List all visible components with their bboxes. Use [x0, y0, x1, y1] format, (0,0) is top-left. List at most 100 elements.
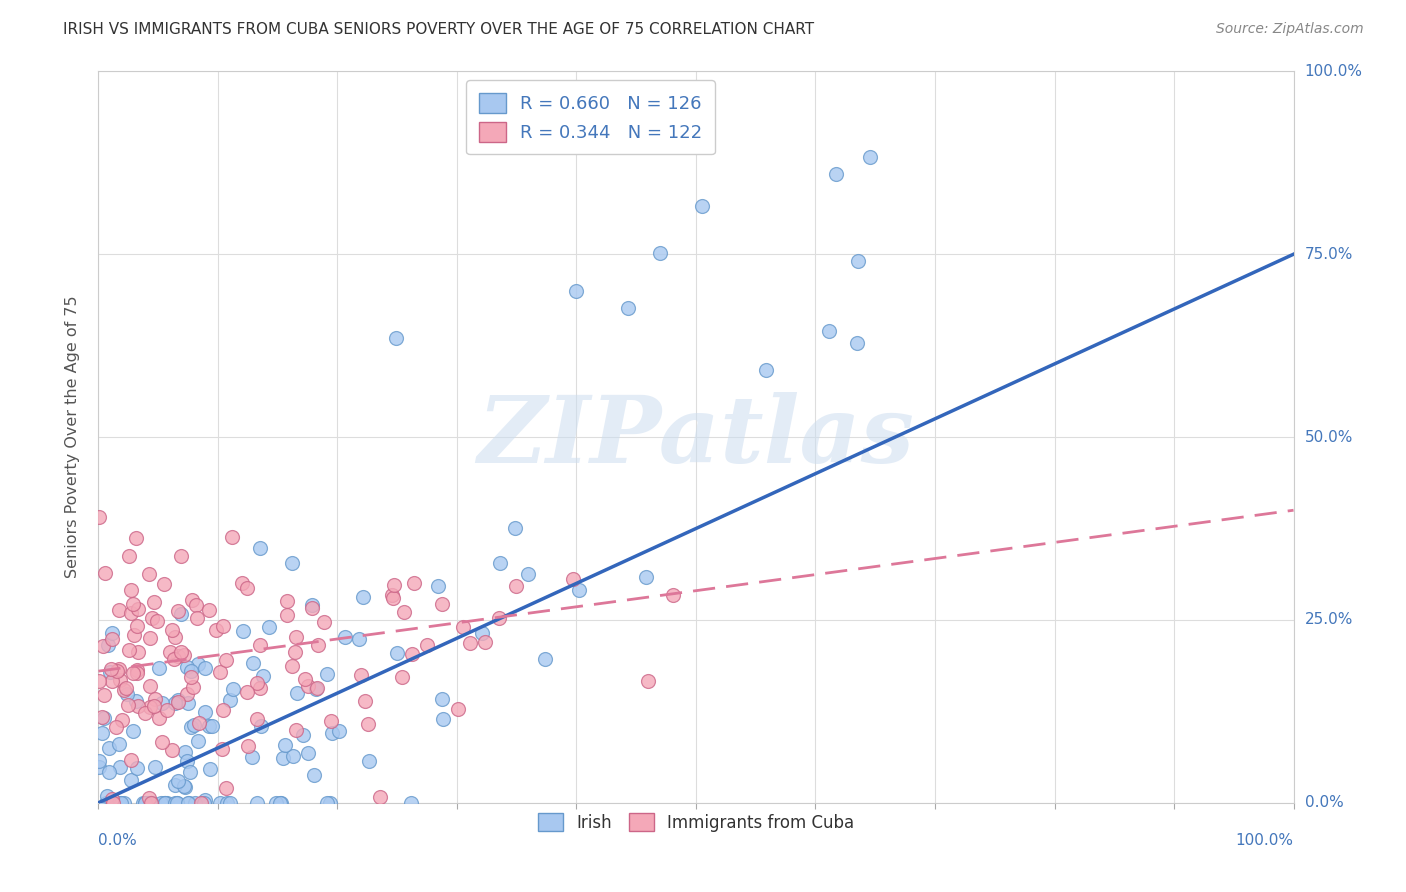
Point — [352, 591, 374, 605]
Point — [250, 719, 273, 733]
Point — [153, 796, 176, 810]
Point — [98, 741, 121, 756]
Point — [236, 685, 259, 699]
Point — [111, 713, 134, 727]
Point — [211, 619, 233, 633]
Point — [281, 658, 304, 673]
Point — [93, 711, 115, 725]
Point — [307, 638, 329, 652]
Point — [108, 673, 131, 687]
Point — [316, 796, 339, 810]
Point — [238, 739, 260, 753]
Point — [321, 714, 343, 728]
Point — [121, 665, 143, 680]
Point — [297, 679, 319, 693]
Point — [284, 645, 307, 659]
Point — [845, 336, 868, 351]
Point — [122, 597, 145, 611]
Point — [200, 762, 222, 776]
Point — [249, 638, 271, 652]
Point — [110, 796, 132, 810]
Point — [271, 751, 294, 765]
Point — [221, 682, 243, 697]
Point — [143, 594, 166, 608]
Point — [246, 713, 269, 727]
Point — [301, 601, 323, 615]
Point — [87, 674, 110, 689]
Point — [276, 593, 298, 607]
Point — [139, 679, 162, 693]
Point — [94, 566, 117, 581]
Point — [387, 646, 409, 660]
Point — [208, 665, 231, 679]
Point — [160, 743, 183, 757]
Point — [211, 702, 233, 716]
Point — [315, 667, 337, 681]
Point — [186, 611, 208, 625]
Point — [401, 796, 423, 810]
Point — [136, 796, 159, 810]
Point — [112, 682, 135, 697]
Point — [163, 630, 186, 644]
Point — [166, 796, 188, 810]
Point — [101, 792, 124, 806]
Point — [292, 728, 315, 742]
Text: IRISH VS IMMIGRANTS FROM CUBA SENIORS POVERTY OVER THE AGE OF 75 CORRELATION CHA: IRISH VS IMMIGRANTS FROM CUBA SENIORS PO… — [63, 22, 814, 37]
Point — [138, 796, 160, 810]
Point — [350, 667, 373, 681]
Point — [318, 796, 340, 810]
Point — [170, 607, 193, 621]
Point — [153, 577, 176, 591]
Point — [380, 588, 402, 602]
Text: Source: ZipAtlas.com: Source: ZipAtlas.com — [1216, 22, 1364, 37]
Point — [101, 796, 124, 810]
Point — [240, 750, 263, 764]
Text: ZIPatlas: ZIPatlas — [478, 392, 914, 482]
Point — [148, 661, 170, 675]
Point — [98, 665, 121, 680]
Point — [304, 682, 326, 697]
Point — [115, 681, 138, 695]
Point — [89, 754, 111, 768]
Point — [401, 647, 423, 661]
Point — [634, 570, 657, 584]
Point — [155, 796, 177, 810]
Point — [287, 686, 309, 700]
Point — [183, 718, 205, 732]
Point — [156, 796, 179, 810]
Point — [211, 741, 233, 756]
Point — [184, 598, 207, 612]
Text: 75.0%: 75.0% — [1305, 247, 1353, 261]
Point — [180, 664, 202, 678]
Point — [139, 700, 162, 714]
Point — [284, 631, 307, 645]
Point — [427, 579, 450, 593]
Point — [503, 521, 526, 535]
Point — [138, 791, 160, 805]
Point — [93, 689, 115, 703]
Point — [217, 796, 239, 810]
Point — [221, 530, 243, 544]
Point — [259, 620, 281, 634]
Point — [112, 796, 135, 810]
Point — [471, 626, 494, 640]
Point — [488, 556, 510, 570]
Point — [201, 718, 224, 732]
Point — [357, 754, 380, 768]
Point — [107, 665, 129, 679]
Point — [505, 120, 527, 134]
Point — [190, 796, 212, 810]
Point — [120, 753, 142, 767]
Point — [101, 673, 124, 688]
Point — [242, 656, 264, 670]
Point — [301, 598, 323, 612]
Y-axis label: Seniors Poverty Over the Age of 75: Seniors Poverty Over the Age of 75 — [65, 296, 80, 578]
Point — [249, 681, 271, 695]
Point — [564, 284, 586, 298]
Point — [97, 638, 120, 652]
Point — [232, 624, 254, 638]
Point — [187, 734, 209, 748]
Point — [252, 669, 274, 683]
Point — [125, 666, 148, 681]
Point — [236, 581, 259, 595]
